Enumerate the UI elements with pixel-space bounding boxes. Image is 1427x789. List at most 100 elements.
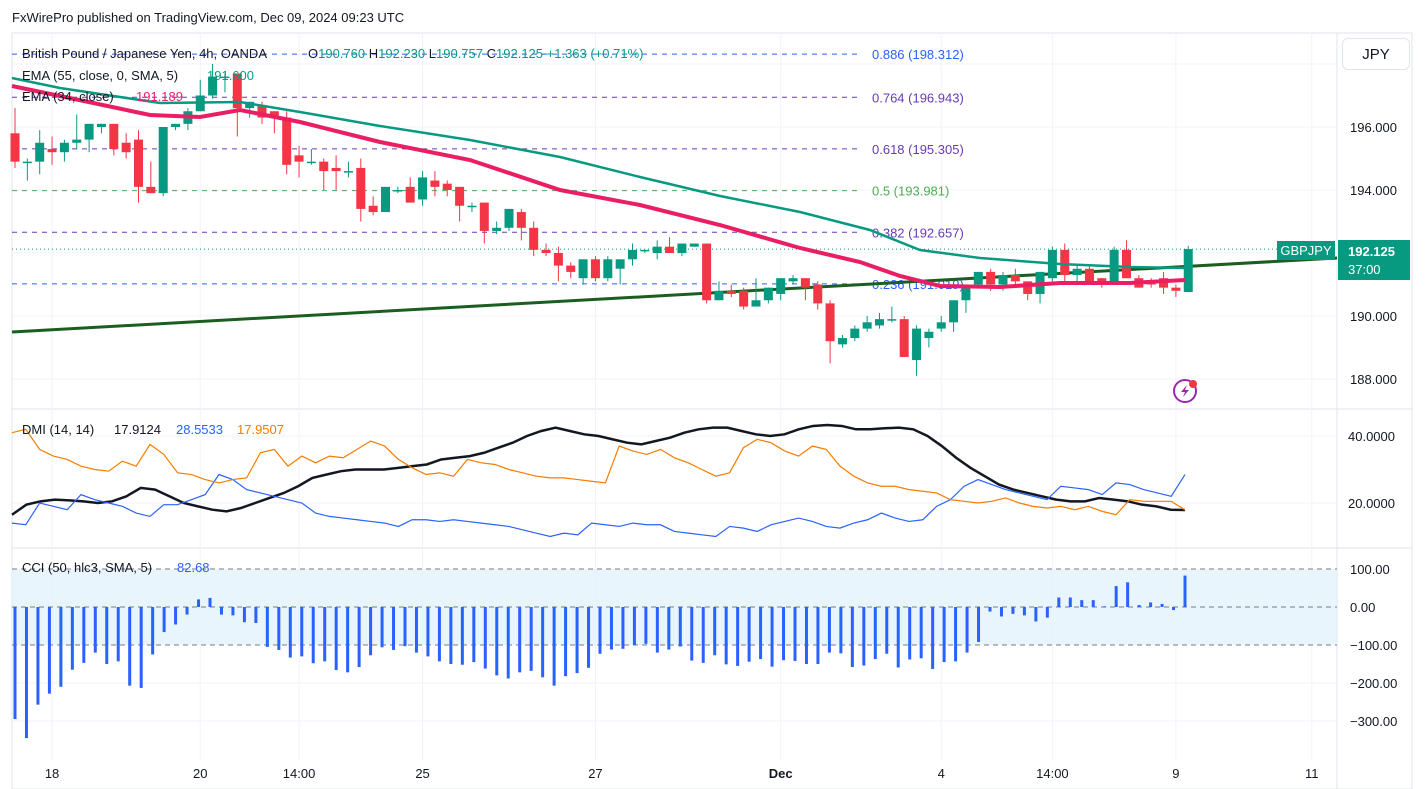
currency-button[interactable]: JPY — [1342, 38, 1410, 70]
candle-up — [72, 114, 82, 150]
cci-bar — [174, 607, 178, 625]
cci-bar — [782, 607, 786, 661]
candle-body — [553, 253, 563, 266]
cci-bar — [1045, 607, 1049, 618]
candle-down — [282, 111, 292, 175]
cci-bar — [197, 599, 201, 607]
candle-body — [739, 290, 749, 307]
candle-body — [504, 208, 514, 228]
candle-body — [319, 161, 329, 172]
candle-body — [393, 190, 403, 192]
last-price-badge: 192.125 37:00 — [1338, 240, 1410, 280]
cci-bar — [736, 607, 740, 666]
ohlc-open: 190.760 — [318, 46, 365, 61]
candle-body — [331, 167, 341, 172]
cci-bar — [804, 607, 808, 664]
candle-up — [84, 123, 94, 153]
candle-up — [837, 334, 847, 348]
candle-up — [343, 161, 353, 178]
time-tick-label: Dec — [769, 766, 793, 781]
ema34-line[interactable] — [11, 84, 1186, 290]
symbol-badge: GBPJPY — [1277, 241, 1335, 260]
dmi-plusdi-line[interactable] — [11, 473, 1186, 538]
dmi-adx-line[interactable] — [11, 423, 1186, 516]
cci-bar — [369, 607, 373, 656]
cci-bar — [414, 607, 418, 653]
time-tick-label: 14:00 — [1036, 766, 1069, 781]
time-axis[interactable]: 18 20 14:00 25 27 Dec 4 14:00 9 11 — [45, 766, 1319, 781]
ohlc-legend: O190.760 H192.230 L190.757 C192.125 +1.3… — [308, 46, 644, 61]
candle-body — [850, 328, 860, 339]
candle-body — [800, 278, 810, 288]
candle-body — [961, 287, 971, 301]
alert-lightning-icon[interactable] — [1173, 379, 1197, 403]
cci-bar — [426, 607, 430, 657]
candle-down — [899, 316, 909, 357]
candle-down — [739, 287, 749, 310]
candle-down — [356, 158, 366, 222]
price-tick-label: 194.000 — [1350, 183, 1397, 198]
cci-bar — [300, 607, 304, 657]
candle-body — [232, 73, 242, 109]
cci-bar — [759, 607, 763, 660]
dmi-minusdi-line[interactable] — [11, 428, 1186, 516]
cci-bar — [357, 607, 361, 668]
candle-up — [1035, 271, 1045, 304]
candle-up — [628, 243, 637, 266]
cci-bar — [1103, 606, 1107, 608]
candle-up — [652, 240, 662, 260]
trendline[interactable] — [11, 256, 1338, 334]
cci-bar — [667, 607, 671, 650]
candle-body — [652, 246, 662, 253]
candle-body — [418, 177, 428, 200]
cci-bar — [552, 607, 556, 686]
cci-bar — [977, 607, 981, 642]
candle-body — [208, 76, 218, 96]
dmi-tick-label: 40.0000 — [1348, 429, 1395, 444]
candle-body — [455, 186, 465, 206]
trendline-layer[interactable] — [11, 256, 1338, 334]
candle-down — [553, 246, 563, 282]
candle-body — [665, 246, 675, 253]
ema34-label: EMA (34, close) — [22, 89, 114, 104]
candle-body — [726, 290, 736, 294]
cci-bar — [598, 607, 602, 654]
candle-up — [714, 281, 724, 301]
cci-bar — [770, 607, 774, 667]
candle-up — [875, 312, 884, 329]
time-tick-label: 27 — [588, 766, 602, 781]
candle-up — [1072, 265, 1082, 282]
cci-bar — [1022, 607, 1026, 616]
candle-body — [72, 139, 82, 143]
candle-down — [1171, 284, 1181, 298]
cci-bar — [82, 607, 86, 663]
candle-body — [776, 278, 786, 294]
candle-body — [442, 183, 452, 190]
candle-down — [1084, 265, 1094, 282]
candle-body — [1084, 268, 1094, 282]
fib-label: 0.764 (196.943) — [872, 90, 964, 105]
candle-down — [405, 177, 415, 203]
symbol-title: British Pound / Japanese Yen, 4h, OANDA — [22, 46, 267, 61]
cci-bar — [965, 607, 969, 653]
candle-down — [825, 300, 835, 364]
ema55-line[interactable] — [11, 76, 1186, 270]
candle-body — [887, 319, 897, 321]
cci-bar — [1183, 575, 1187, 607]
dmi-tick-label: 20.0000 — [1348, 496, 1395, 511]
candle-body — [96, 123, 106, 127]
candle-body — [1023, 281, 1033, 294]
cci-bar — [1034, 607, 1038, 622]
candle-up — [1183, 245, 1193, 293]
candle-down — [146, 161, 156, 194]
main-grid — [12, 63, 1337, 380]
dmi-label: DMI (14, 14) — [22, 422, 94, 437]
candle-up — [961, 284, 971, 313]
cci-bar — [644, 607, 648, 644]
price-axis[interactable]: 196.000 194.000 190.000 188.000 — [1350, 120, 1397, 387]
cci-bar — [288, 607, 292, 658]
candle-body — [467, 205, 477, 208]
candle-down — [529, 221, 539, 257]
candle-body — [936, 322, 946, 329]
